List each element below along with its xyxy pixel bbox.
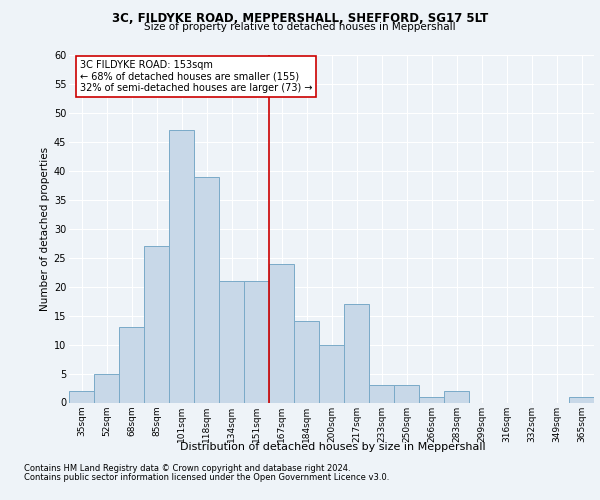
Bar — [219, 281, 244, 402]
Bar — [269, 264, 294, 402]
Text: 3C, FILDYKE ROAD, MEPPERSHALL, SHEFFORD, SG17 5LT: 3C, FILDYKE ROAD, MEPPERSHALL, SHEFFORD,… — [112, 12, 488, 26]
Bar — [244, 281, 269, 402]
Y-axis label: Number of detached properties: Number of detached properties — [40, 146, 50, 311]
Bar — [394, 385, 419, 402]
Bar — [419, 396, 444, 402]
Bar — [94, 374, 119, 402]
Text: 3C FILDYKE ROAD: 153sqm
← 68% of detached houses are smaller (155)
32% of semi-d: 3C FILDYKE ROAD: 153sqm ← 68% of detache… — [79, 60, 312, 94]
Bar — [344, 304, 369, 402]
Text: Contains HM Land Registry data © Crown copyright and database right 2024.: Contains HM Land Registry data © Crown c… — [24, 464, 350, 473]
Bar — [119, 327, 144, 402]
Bar — [369, 385, 394, 402]
Text: Contains public sector information licensed under the Open Government Licence v3: Contains public sector information licen… — [24, 474, 389, 482]
Bar — [144, 246, 169, 402]
Text: Size of property relative to detached houses in Meppershall: Size of property relative to detached ho… — [144, 22, 456, 32]
Text: Distribution of detached houses by size in Meppershall: Distribution of detached houses by size … — [180, 442, 486, 452]
Bar — [294, 322, 319, 402]
Bar — [69, 391, 94, 402]
Bar — [194, 176, 219, 402]
Bar — [169, 130, 194, 402]
Bar — [569, 396, 594, 402]
Bar — [319, 344, 344, 403]
Bar — [444, 391, 469, 402]
